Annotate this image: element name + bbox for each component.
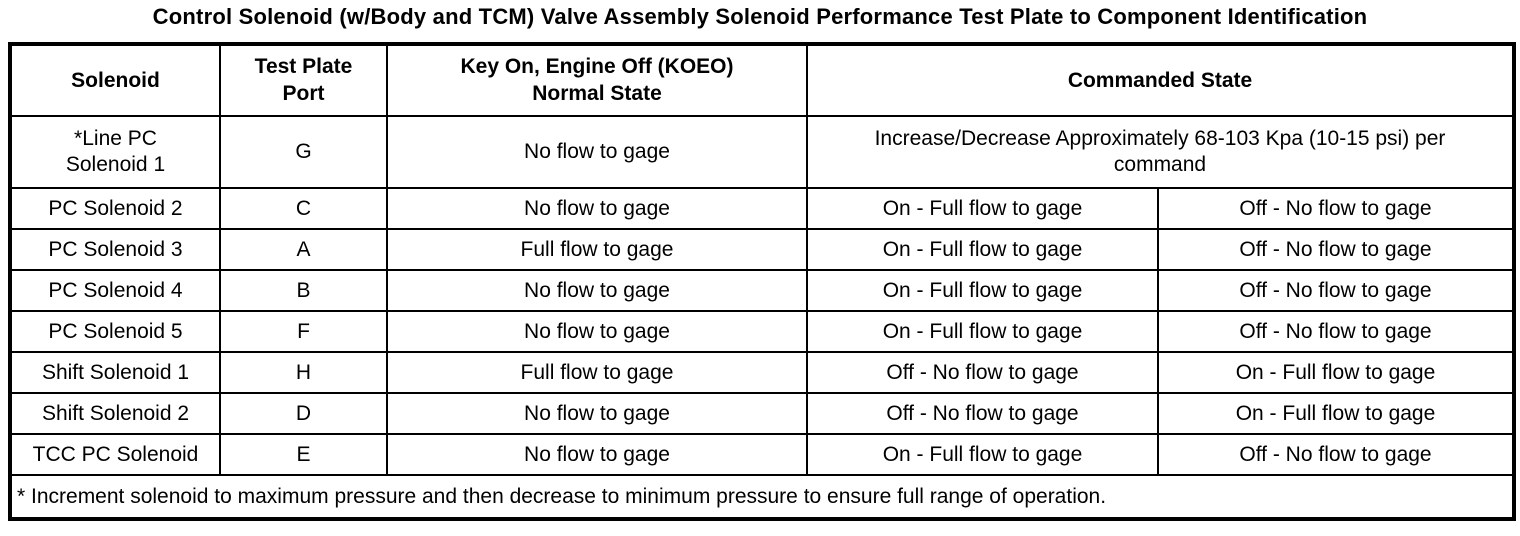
commanded-state-right-cell: On - Full flow to gage: [1157, 351, 1515, 395]
table-row: PC Solenoid 3 A Full flow to gage On - Full…: [9, 228, 1515, 272]
commanded-state-left-cell: On - Full flow to gage: [806, 310, 1159, 354]
solenoid-performance-table: Solenoid Test Plate Port Key On, Engine …: [8, 42, 1516, 522]
commanded-state-left-cell: On - Full flow to gage: [806, 187, 1159, 231]
commanded-state-left-cell: Off - No flow to gage: [806, 351, 1159, 395]
commanded-state-right-cell: Off - No flow to gage: [1157, 310, 1515, 354]
footnote-row: * Increment solenoid to maximum pressure…: [9, 474, 1515, 521]
solenoid-cell: PC Solenoid 4: [9, 269, 221, 313]
normal-state-cell: No flow to gage: [386, 392, 808, 436]
col-header-solenoid: Solenoid: [9, 43, 221, 118]
normal-state-cell: Full flow to gage: [386, 351, 808, 395]
table-row: PC Solenoid 4 B No flow to gage On - Full f…: [9, 269, 1515, 313]
normal-state-cell: No flow to gage: [386, 433, 808, 477]
solenoid-cell: PC Solenoid 3: [9, 228, 221, 272]
solenoid-cell: *Line PC Solenoid 1: [9, 115, 221, 190]
commanded-state-cell: Increase/Decrease Approximately 68-103 K…: [806, 115, 1515, 190]
table-row: TCC PC Solenoid E No flow to gage On - Full…: [9, 433, 1515, 477]
port-cell: H: [219, 351, 388, 395]
port-cell: C: [219, 187, 388, 231]
port-cell: D: [219, 392, 388, 436]
commanded-state-right-cell: Off - No flow to gage: [1157, 187, 1515, 231]
page-title: Control Solenoid (w/Body and TCM) Valve …: [152, 4, 1368, 29]
solenoid-cell: TCC PC Solenoid: [9, 433, 221, 477]
table-row-line-pc-solenoid-1: *Line PC Solenoid 1 G No flow to gage In…: [9, 115, 1515, 190]
commanded-state-left-cell: Off - No flow to gage: [806, 392, 1159, 436]
commanded-state-right-cell: Off - No flow to gage: [1157, 228, 1515, 272]
normal-state-cell: No flow to gage: [386, 269, 808, 313]
commanded-state-left-cell: On - Full flow to gage: [806, 269, 1159, 313]
col-header-commanded-state: Commanded State: [806, 43, 1515, 118]
solenoid-cell: PC Solenoid 5: [9, 310, 221, 354]
commanded-state-right-cell: Off - No flow to gage: [1157, 433, 1515, 477]
normal-state-cell: Full flow to gage: [386, 228, 808, 272]
port-cell: A: [219, 228, 388, 272]
table-body: *Line PC Solenoid 1 G No flow to gage In…: [9, 115, 1515, 477]
table-row: Shift Solenoid 1 H Full flow to gage Off - …: [9, 351, 1515, 395]
commanded-state-right-cell: Off - No flow to gage: [1157, 269, 1515, 313]
port-cell: B: [219, 269, 388, 313]
col-header-koeo-normal-state: Key On, Engine Off (KOEO) Normal State: [386, 43, 808, 118]
normal-state-cell: No flow to gage: [386, 187, 808, 231]
col-header-test-plate-port: Test Plate Port: [219, 43, 388, 118]
solenoid-cell: Shift Solenoid 1: [9, 351, 221, 395]
table-row: PC Solenoid 5 F No flow to gage On - Full f…: [9, 310, 1515, 354]
footnote-cell: * Increment solenoid to maximum pressure…: [9, 474, 1515, 521]
solenoid-cell: Shift Solenoid 2: [9, 392, 221, 436]
commanded-state-right-cell: On - Full flow to gage: [1157, 392, 1515, 436]
port-cell: F: [219, 310, 388, 354]
solenoid-cell: PC Solenoid 2: [9, 187, 221, 231]
commanded-state-left-cell: On - Full flow to gage: [806, 433, 1159, 477]
port-cell: G: [219, 115, 388, 190]
table-row: Shift Solenoid 2 D No flow to gage Off - No…: [9, 392, 1515, 436]
table-row: PC Solenoid 2 C No flow to gage On - Full f…: [9, 187, 1515, 231]
normal-state-cell: No flow to gage: [386, 310, 808, 354]
commanded-state-left-cell: On - Full flow to gage: [806, 228, 1159, 272]
normal-state-cell: No flow to gage: [386, 115, 808, 190]
port-cell: E: [219, 433, 388, 477]
header-row: Solenoid Test Plate Port Key On, Engine …: [9, 43, 1515, 118]
